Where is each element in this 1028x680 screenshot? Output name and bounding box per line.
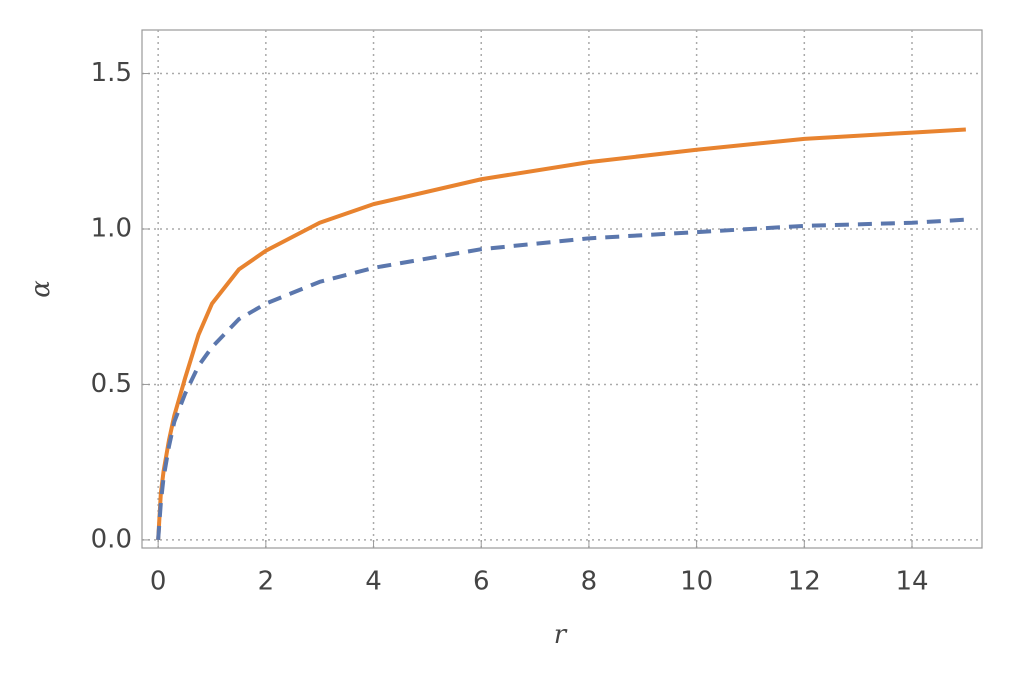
x-tick-label: 6	[473, 567, 490, 597]
data-line	[156, 217, 966, 541]
x-tick-label: 2	[258, 567, 275, 597]
x-tick-label: 12	[788, 567, 821, 597]
x-tick-label: 10	[680, 567, 713, 597]
plot-frame	[141, 29, 983, 549]
y-tick-label: 1.0	[91, 213, 132, 243]
y-tick-label: 1.5	[91, 58, 132, 88]
y-tick-label: 0.5	[91, 369, 132, 399]
data-line	[156, 127, 966, 541]
x-tick-label: 14	[895, 567, 928, 597]
x-tick-label: 0	[150, 567, 167, 597]
y-axis-label: α	[26, 280, 56, 298]
x-tick-label: 8	[581, 567, 598, 597]
y-tick-label: 0.0	[91, 524, 132, 554]
x-axis-label: r	[554, 620, 568, 650]
x-tick-label: 4	[365, 567, 382, 597]
